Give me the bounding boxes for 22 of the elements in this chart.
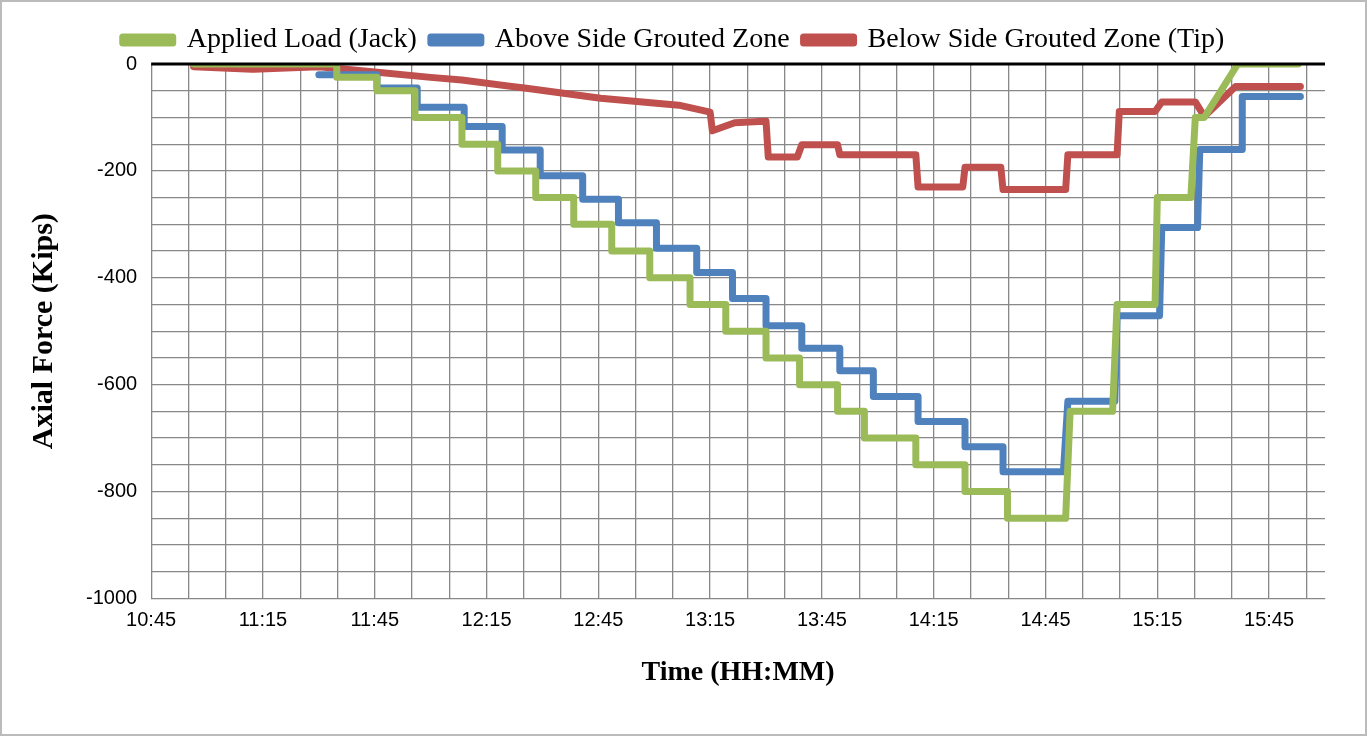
y-tick-label: -1000: [86, 585, 138, 608]
legend-label: Above Side Grouted Zone: [494, 22, 790, 54]
x-tick-label: 13:15: [685, 607, 736, 630]
y-tick-label: 0: [126, 51, 138, 74]
x-tick-label: 14:45: [1020, 607, 1071, 630]
x-tick-label: 11:15: [238, 607, 288, 630]
y-tick-label: -800: [97, 479, 138, 502]
y-axis-title: Axial Force (Kips): [24, 213, 59, 450]
y-tick-label: -200: [97, 158, 138, 181]
x-tick-label: 15:15: [1132, 607, 1183, 630]
x-tick-label: 14:15: [908, 607, 959, 630]
y-tick-label: -600: [97, 372, 138, 395]
legend-label: Applied Load (Jack): [186, 22, 417, 54]
x-axis-title: Time (HH:MM): [641, 655, 835, 687]
x-tick-label: 12:15: [461, 607, 512, 630]
legend-label: Below Side Grouted Zone (Tip): [867, 22, 1225, 54]
x-tick-label: 11:45: [350, 607, 400, 630]
x-tick-label: 12:45: [573, 607, 624, 630]
x-tick-label: 15:45: [1244, 607, 1295, 630]
x-tick-label: 10:45: [126, 607, 177, 630]
x-tick-label: 13:45: [796, 607, 847, 630]
y-tick-label: -400: [97, 265, 138, 288]
